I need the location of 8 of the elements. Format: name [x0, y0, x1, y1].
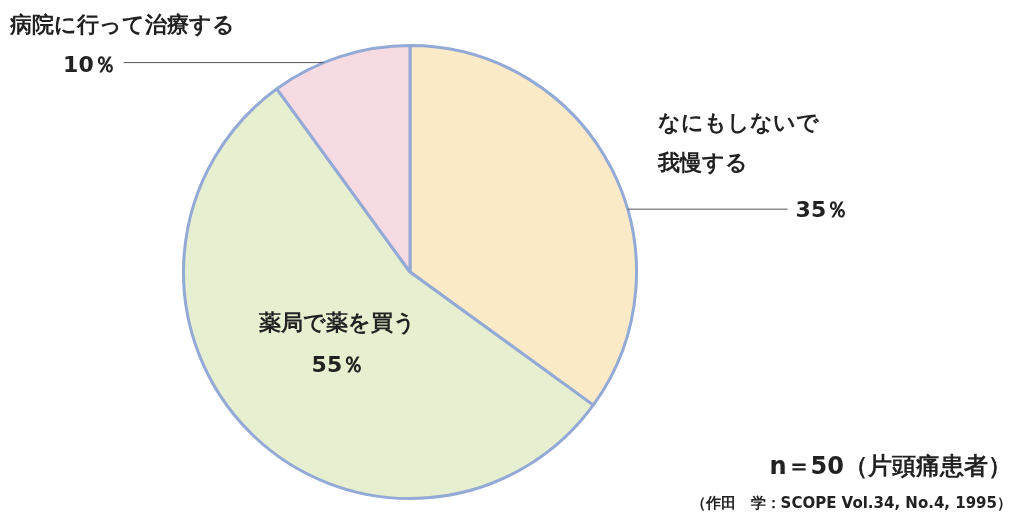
text: n＝50（片頭痛患者）: [769, 452, 1012, 481]
slice-label: なにもしないで我慢する: [656, 109, 819, 175]
data-label: 10％: [63, 52, 116, 78]
slice-label: 薬局で薬を買う: [258, 309, 417, 335]
data-label: 55％: [311, 351, 365, 377]
data-label: 35％: [795, 196, 849, 222]
text: （作田 学：SCOPE Vol.34, No.4, 1995）: [690, 493, 1012, 512]
slice-label: 病院に行って治療する: [9, 12, 235, 38]
